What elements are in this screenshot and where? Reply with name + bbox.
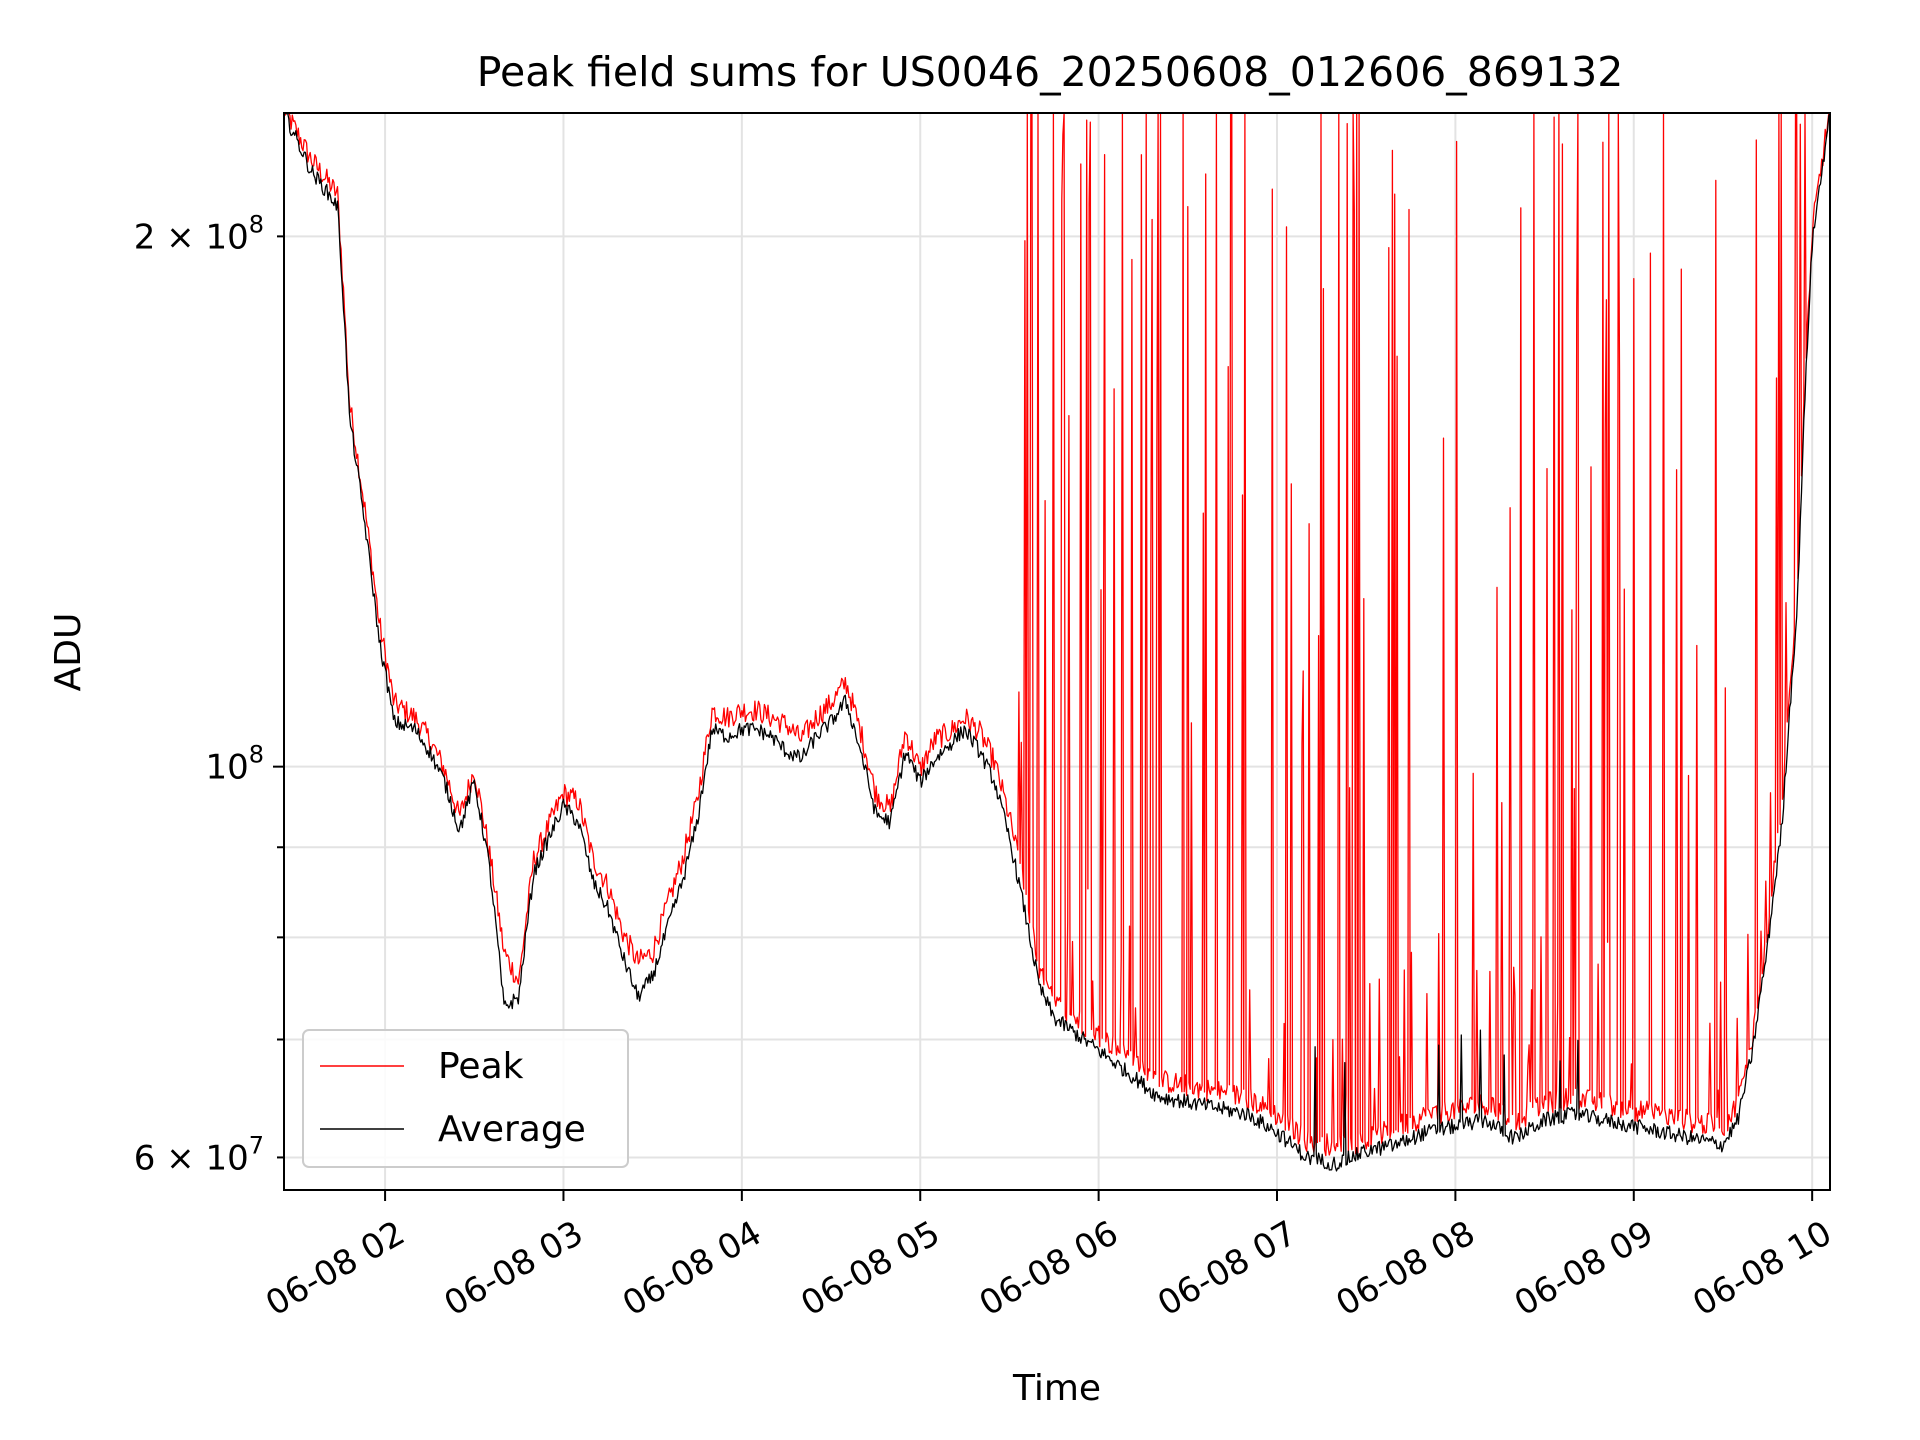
legend-box — [302, 1029, 629, 1168]
series-layer — [283, 112, 1831, 1172]
y-axis-label: ADU — [48, 613, 89, 692]
y-tick-label: 2 × 108 — [134, 210, 264, 257]
x-axis-label: Time — [1012, 1368, 1101, 1409]
legend: Peak Average — [302, 1029, 629, 1168]
series-peak-line — [283, 112, 1830, 1157]
y-tick-label: 108 — [205, 741, 264, 788]
legend-average-label: Average — [438, 1109, 586, 1150]
legend-peak-label: Peak — [438, 1046, 524, 1087]
y-axis: 6 × 107 2 × 108 108 — [134, 210, 284, 1178]
plot-area-frame — [283, 112, 1831, 1191]
chart-title: Peak field sums for US0046_20250608_0126… — [477, 48, 1624, 96]
series-average-line — [284, 112, 1831, 1172]
y-tick-label: 6 × 107 — [134, 1131, 264, 1178]
